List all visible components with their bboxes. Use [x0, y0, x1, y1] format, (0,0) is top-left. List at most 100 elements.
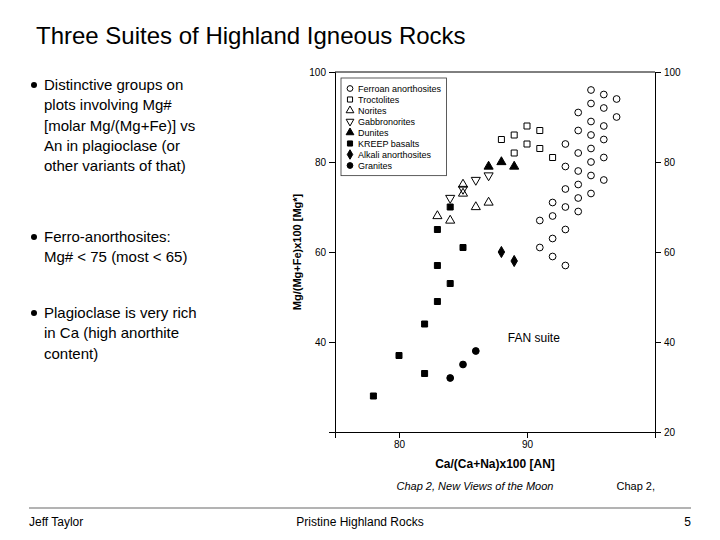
y-axis-title: Mg/(Mg+Fe)x100 [Mg*]: [291, 193, 303, 310]
point: [460, 245, 466, 251]
bullet-text: Ferro-anorthosites:Mg# < 75 (most < 65): [44, 228, 187, 265]
point: [536, 217, 543, 224]
series: [447, 348, 479, 382]
tick-mark: [329, 162, 335, 163]
tick-label: 40: [664, 337, 676, 348]
point: [471, 202, 480, 210]
point: [370, 393, 376, 399]
point: [484, 173, 493, 181]
legend-label: Alkali anorthosites: [358, 150, 432, 160]
x-axis-title: Ca/(Ca+Na)x100 [AN]: [435, 457, 555, 471]
legend-symbol: [347, 86, 353, 92]
text-line: Plagioclase is very rich: [44, 304, 197, 321]
tick: 80: [655, 157, 676, 168]
point: [433, 211, 442, 219]
legend-item: Norites: [346, 106, 387, 116]
tick-mark: [329, 342, 335, 343]
tick: 60: [655, 247, 676, 258]
legend-item: Alkali anorthosites: [347, 150, 431, 160]
tick: 90: [522, 432, 534, 450]
frame: [335, 72, 655, 73]
text-line: An in plagioclase (or: [44, 137, 180, 154]
point: [446, 215, 455, 223]
point: [562, 186, 569, 193]
point: [472, 348, 479, 355]
point: [447, 281, 453, 287]
legend-box: [341, 78, 447, 176]
tick-mark: [655, 72, 661, 73]
point: [562, 262, 569, 269]
point: [600, 105, 607, 112]
tick: 80: [394, 432, 406, 450]
point: [588, 159, 595, 166]
legend-label: Gabbronorites: [358, 117, 416, 127]
point: [511, 132, 517, 138]
text-line: [molar Mg/(Mg+Fe)] vs: [44, 117, 195, 134]
point: [471, 177, 480, 185]
point: [458, 186, 467, 194]
point: [600, 136, 607, 143]
bullet: [31, 82, 37, 88]
tick-mark: [655, 162, 661, 163]
point: [575, 208, 582, 215]
point: [588, 172, 595, 179]
point: [484, 161, 493, 169]
point: [446, 195, 455, 203]
tick-mark: [655, 252, 661, 253]
legend-label: KREEP basalts: [358, 139, 420, 149]
point: [575, 127, 582, 134]
tick: 80: [315, 157, 335, 168]
axis: 80 90: [336, 432, 656, 450]
tick-mark: [527, 432, 528, 438]
point: [422, 321, 428, 327]
point: [524, 123, 530, 129]
text-line: content): [44, 345, 98, 362]
point: [511, 150, 517, 156]
legend-symbol: [347, 163, 353, 169]
tick-label: 100: [664, 67, 681, 78]
point: [588, 100, 595, 107]
tick-label: 40: [315, 337, 327, 348]
tick-mark: [655, 432, 661, 433]
legend-label: Norites: [358, 106, 387, 116]
point: [575, 181, 582, 188]
point: [575, 168, 582, 175]
point: [562, 204, 569, 211]
text-line: other variants of that): [44, 157, 186, 174]
legend-item: Dunites: [346, 128, 389, 138]
point: [549, 213, 556, 220]
chart: Three Suites of Highland Igneous Rocks 80…: [0, 0, 720, 540]
series: [498, 246, 517, 266]
point: [498, 137, 504, 143]
point: [537, 128, 543, 134]
point: [562, 141, 569, 148]
point: [396, 353, 402, 359]
legend-item: KREEP basalts: [347, 139, 419, 149]
point: [422, 371, 428, 377]
point: [562, 226, 569, 233]
legend-symbol: [346, 106, 354, 113]
tick-label: 80: [315, 157, 327, 168]
legend-symbol: [346, 128, 354, 135]
point: [575, 109, 582, 116]
tick-mark: [655, 342, 661, 343]
note: Chap 2, New Views of the Moon: [397, 480, 554, 492]
tick: 40: [655, 337, 676, 348]
bullet: [31, 234, 37, 240]
point: [524, 141, 530, 147]
annotation: FAN suite: [508, 331, 560, 345]
legend-item: Granites: [347, 161, 392, 171]
point: [549, 235, 556, 242]
point: [600, 177, 607, 184]
tick-label: 80: [394, 439, 406, 450]
footer-separator: [29, 508, 691, 509]
series: [446, 173, 494, 203]
tick: 40: [315, 337, 335, 348]
title: Three Suites of Highland Igneous Rocks: [36, 22, 466, 49]
legend-item: Troctolites: [347, 95, 399, 105]
tick-mark: [399, 432, 400, 438]
tick-label: 80: [664, 157, 676, 168]
legend-label: Dunites: [358, 128, 389, 138]
tick-label: 90: [522, 439, 534, 450]
point: [434, 263, 440, 269]
